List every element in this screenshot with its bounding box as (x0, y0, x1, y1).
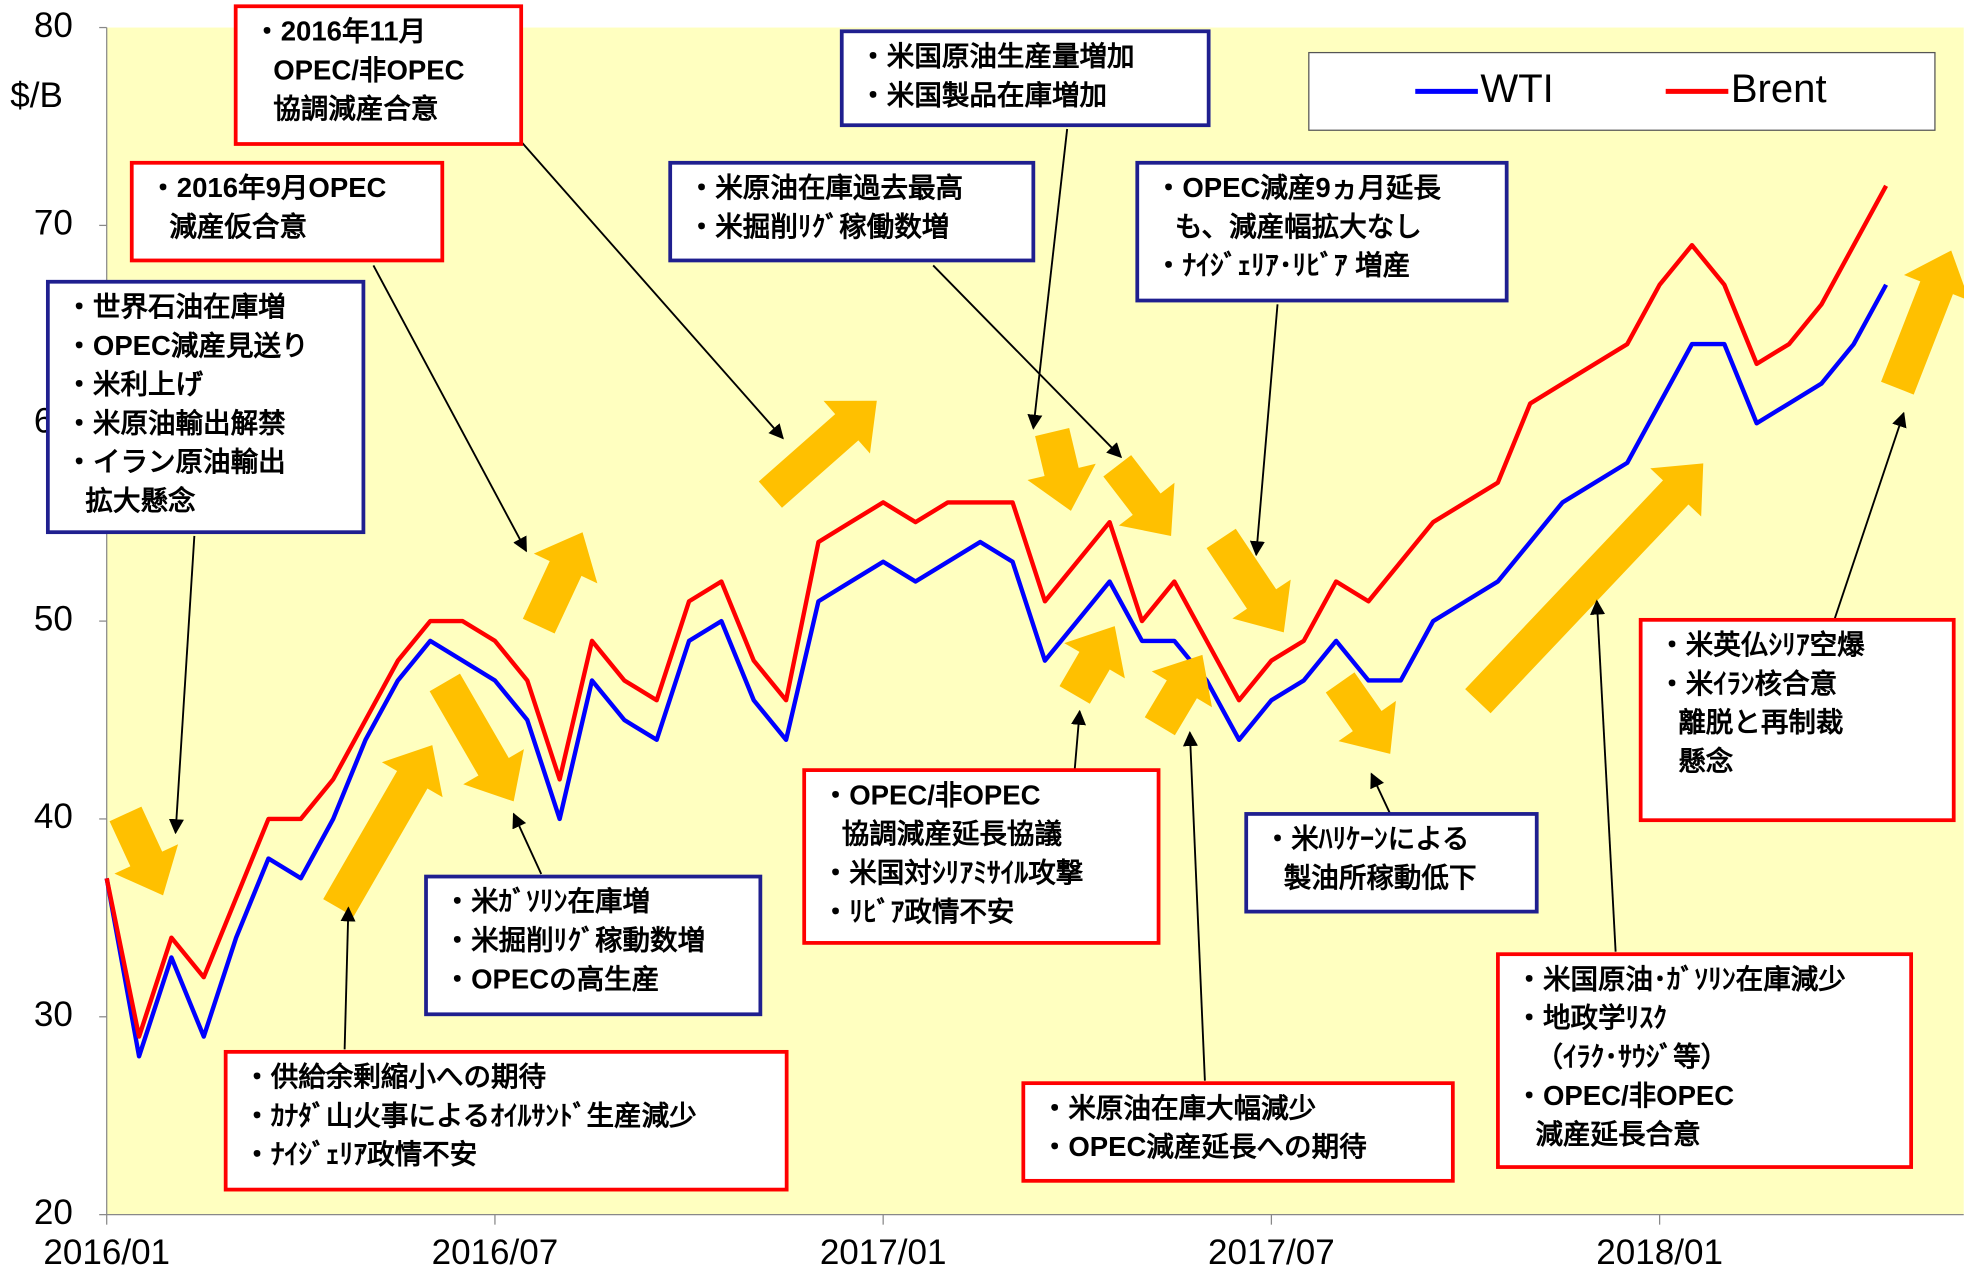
annotation-text: OPEC/非OPEC (273, 54, 464, 85)
trend-arrow (1144, 654, 1212, 736)
annotation-text: ・米国対ｼﾘｱﾐｻｲﾙ攻撃 (822, 857, 1084, 888)
pointer (1590, 599, 1617, 952)
pointer (1182, 731, 1206, 1081)
annotation-box (1244, 812, 1539, 914)
annotation-text: ・米原油在庫大幅減少 (1041, 1092, 1316, 1123)
legend-box (1308, 51, 1936, 131)
annotation-text: 製油所稼動低下 (1284, 862, 1477, 893)
annotation-text: ・米利上げ (65, 369, 203, 400)
annotation-box (668, 160, 1036, 263)
annotation-text: ・地政学ﾘｽｸ (1515, 1002, 1666, 1033)
annotation-text: ・OPEC減産9ヵ月延長 (1155, 172, 1442, 203)
annotation-text: ・ﾅｲｼﾞｪﾘｱ･ﾘﾋﾞｱ 増産 (1155, 250, 1410, 281)
annotation-text: 拡大懸念 (85, 485, 196, 516)
pointer (372, 265, 528, 553)
y-tick-label: 70 (34, 204, 73, 243)
legend-label: Brent (1731, 67, 1827, 111)
annotation-text: ・米国原油生産量増加 (859, 41, 1134, 72)
trend-arrow (522, 532, 598, 634)
trend-arrow (109, 806, 179, 896)
y-tick-label: 20 (34, 1193, 73, 1232)
annotation-text: ・米国製品在庫増加 (859, 79, 1107, 110)
y-tick-label: 40 (34, 797, 73, 836)
annotation-text: ・米国原油･ｶﾞｿﾘﾝ在庫減少 (1515, 963, 1845, 994)
annotation-text: 離脱と再制裁 (1678, 707, 1843, 738)
annotation-text: ・ﾘﾋﾞｱ政情不安 (822, 896, 1015, 927)
x-tick-label: 2016/07 (432, 1233, 559, 1272)
pointer (1071, 709, 1087, 771)
annotation-text: ・米原油在庫過去最高 (688, 172, 963, 203)
y-tick-label: 50 (34, 599, 73, 638)
x-tick-label: 2018/01 (1596, 1233, 1723, 1272)
pointer (340, 906, 356, 1050)
annotation-text: ・OPEC減産延長への期待 (1041, 1131, 1367, 1162)
y-tick-label: 80 (34, 6, 73, 45)
annotation-text: ・米ﾊﾘｹｰﾝによる (1264, 823, 1470, 854)
annotation-box (233, 4, 524, 146)
trend-arrow (1206, 528, 1291, 633)
annotation-text: ・米英仏ｼﾘｱ空爆 (1658, 629, 1865, 660)
trend-arrow (1059, 626, 1125, 704)
pointer (1833, 411, 1907, 619)
annotation-text: ・ﾅｲｼﾞｪﾘｱ政情不安 (243, 1139, 477, 1170)
annotation-text: ・2016年9月OPEC (149, 172, 386, 203)
annotation-box (802, 768, 1161, 945)
annotation-text: ・2016年11月 (253, 15, 426, 46)
y-axis-label: $/B (10, 76, 63, 115)
line-1 (104, 184, 1889, 1039)
pointer (512, 812, 543, 875)
trend-arrow (429, 673, 524, 802)
annotation-box (45, 279, 366, 535)
trend-arrow (323, 745, 443, 917)
pointer (168, 535, 196, 835)
trend-arrow (1027, 427, 1096, 511)
line-0 (104, 283, 1889, 1059)
y-tick-label: 30 (34, 995, 73, 1034)
trend-arrow (1465, 463, 1704, 714)
pointer (1027, 128, 1069, 430)
x-tick-label: 2017/01 (820, 1233, 947, 1272)
trend-arrow (1325, 672, 1396, 754)
annotation-text: ・米掘削ﾘｸﾞ稼働数増 (688, 211, 950, 242)
annotation-text: ・米掘削ﾘｸﾞ稼動数増 (444, 925, 706, 956)
annotation-text: ・OPEC減産見送り (65, 330, 308, 361)
x-tick-label: 2016/01 (43, 1233, 170, 1272)
annotation-text: 減産延長合意 (1535, 1119, 1700, 1150)
annotation-box (1135, 160, 1509, 303)
annotation-text: 協調減産合意 (273, 93, 438, 124)
annotation-text: ・OPEC/非OPEC (1515, 1080, 1734, 1111)
annotation-box (223, 1049, 789, 1192)
pointer (519, 139, 784, 440)
annotation-box (129, 160, 445, 263)
annotation-text: ・イラン原油輸出 (65, 446, 285, 477)
pointer (1249, 304, 1279, 557)
annotation-text: 協調減産延長協議 (842, 818, 1063, 849)
annotation-box (839, 29, 1211, 128)
annotation-text: ・米ｲﾗﾝ核合意 (1658, 668, 1837, 699)
annotation-text: （ｲﾗｸ･ｻｳｼﾞ等） (1535, 1041, 1728, 1072)
annotation-text: 減産仮合意 (169, 211, 307, 242)
annotation-text: ・ｶﾅﾀﾞ山火事によるｵｲﾙｻﾝﾄﾞ生産減少 (243, 1100, 696, 1131)
pointer (932, 264, 1123, 459)
legend-label: WTI (1480, 67, 1553, 111)
annotation-text: 懸念 (1678, 746, 1734, 777)
annotation-text: ・供給余剰縮小への期待 (243, 1061, 546, 1092)
x-tick-label: 2017/07 (1208, 1233, 1335, 1272)
annotation-box (1638, 617, 1956, 823)
annotation-text: も、減産幅拡大なし (1175, 211, 1422, 242)
annotation-text: ・米原油輸出解禁 (65, 407, 286, 438)
annotation-text: ・OPEC/非OPEC (822, 779, 1041, 810)
annotation-box (424, 874, 763, 1017)
trend-arrow (1103, 455, 1175, 536)
annotation-box (1496, 952, 1914, 1169)
annotation-text: ・米ｶﾞｿﾘﾝ在庫増 (444, 886, 650, 917)
annotation-text: ・OPECの高生産 (444, 963, 660, 994)
annotation-text: ・世界石油在庫増 (65, 291, 285, 322)
annotation-box (1021, 1081, 1455, 1183)
pointer (1370, 772, 1392, 815)
trend-arrow (758, 400, 877, 508)
trend-arrow (1881, 250, 1964, 395)
